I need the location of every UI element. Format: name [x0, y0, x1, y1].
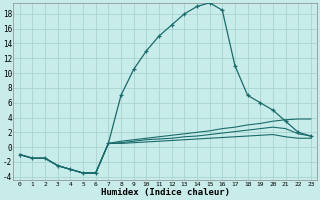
X-axis label: Humidex (Indice chaleur): Humidex (Indice chaleur) [101, 188, 230, 197]
